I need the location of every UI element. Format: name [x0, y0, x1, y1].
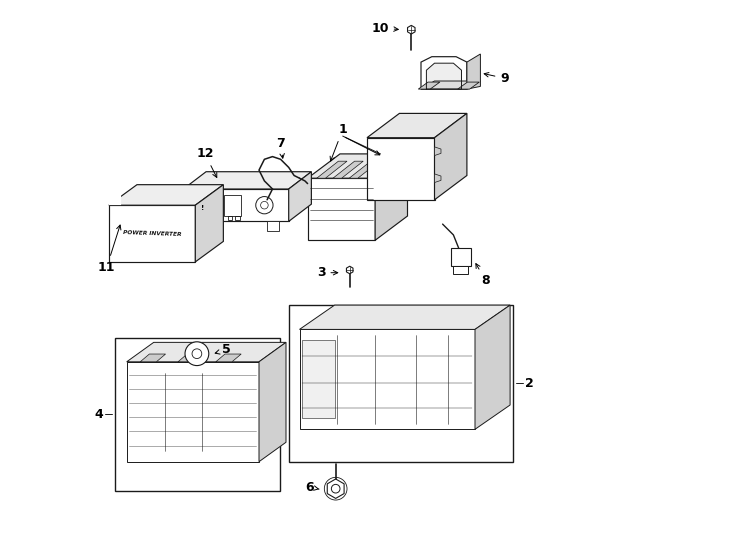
Polygon shape [127, 342, 286, 362]
Polygon shape [299, 305, 510, 329]
Text: 9: 9 [484, 72, 509, 85]
Text: 4: 4 [94, 408, 103, 421]
Circle shape [185, 342, 208, 366]
Polygon shape [178, 354, 203, 362]
Polygon shape [327, 479, 344, 498]
Polygon shape [421, 81, 480, 89]
Polygon shape [375, 154, 407, 240]
Polygon shape [308, 154, 407, 178]
Polygon shape [435, 174, 441, 183]
Text: 3: 3 [317, 266, 338, 279]
Polygon shape [288, 305, 513, 462]
Text: 11: 11 [98, 225, 121, 274]
Text: 12: 12 [196, 147, 217, 178]
Polygon shape [308, 178, 375, 240]
Text: POWER INVERTER: POWER INVERTER [123, 230, 181, 237]
Text: 7: 7 [276, 137, 285, 158]
Polygon shape [109, 185, 223, 205]
Polygon shape [435, 113, 467, 200]
Polygon shape [140, 354, 166, 362]
Polygon shape [267, 221, 279, 231]
Polygon shape [109, 195, 121, 205]
Polygon shape [195, 221, 206, 231]
Polygon shape [367, 113, 467, 138]
Text: 1: 1 [330, 123, 347, 161]
Polygon shape [333, 161, 363, 178]
Polygon shape [109, 205, 195, 262]
Polygon shape [259, 342, 286, 462]
Polygon shape [346, 266, 353, 274]
Polygon shape [458, 82, 479, 89]
Polygon shape [127, 362, 259, 462]
Text: 2: 2 [525, 377, 534, 390]
Polygon shape [426, 63, 462, 89]
Polygon shape [288, 172, 311, 221]
Polygon shape [317, 161, 347, 178]
Text: 6: 6 [305, 481, 319, 494]
Polygon shape [115, 338, 280, 491]
Polygon shape [299, 329, 475, 429]
Text: !: ! [200, 205, 204, 211]
Polygon shape [475, 305, 510, 429]
Polygon shape [435, 147, 441, 156]
Polygon shape [195, 185, 223, 262]
Text: 5: 5 [215, 343, 231, 356]
Polygon shape [367, 138, 435, 200]
Text: 10: 10 [371, 22, 399, 35]
Polygon shape [184, 189, 288, 221]
Polygon shape [407, 25, 415, 34]
Polygon shape [302, 340, 335, 418]
Polygon shape [349, 161, 379, 178]
Polygon shape [184, 172, 311, 189]
Text: 8: 8 [476, 264, 490, 287]
Circle shape [331, 484, 340, 493]
Polygon shape [216, 354, 241, 362]
Polygon shape [451, 248, 471, 266]
Polygon shape [467, 54, 480, 89]
Polygon shape [418, 82, 440, 89]
Polygon shape [454, 266, 468, 274]
Polygon shape [421, 57, 467, 89]
